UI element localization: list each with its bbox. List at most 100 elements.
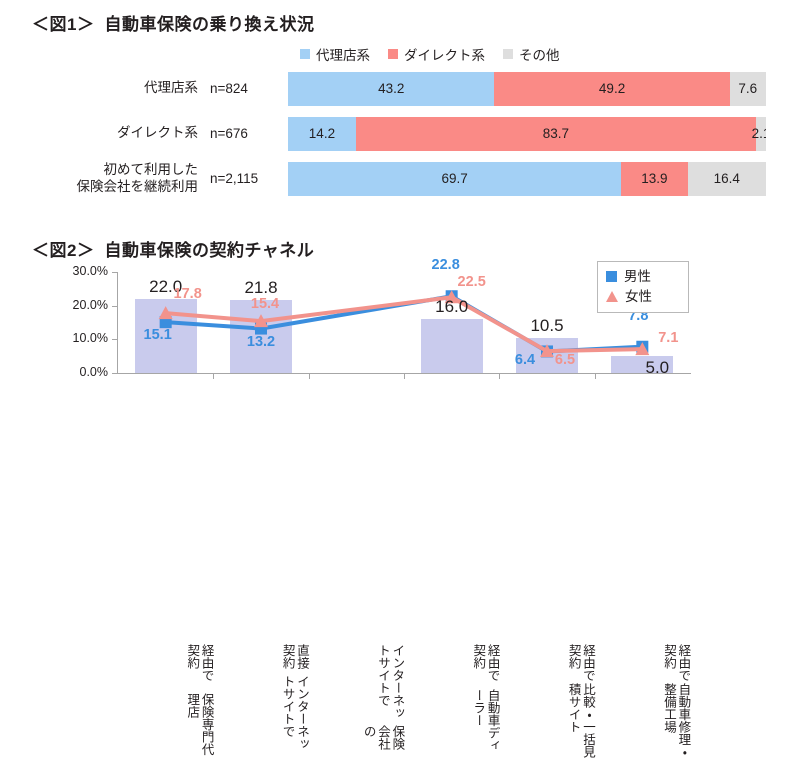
legend-item-dairitenkei: 代理店系 <box>300 44 370 64</box>
segment-value: 69.7 <box>441 171 468 186</box>
bar-segment-other: 2.1 <box>752 116 766 151</box>
x-axis-category-line: インターネットサイトで <box>375 644 405 719</box>
x-axis-tick <box>594 373 596 379</box>
figure1-tag: ＜図1＞ <box>32 15 95 34</box>
marker-triangle <box>158 306 173 320</box>
x-axis-category-label: インターネットサイトで保険会社の <box>308 644 405 762</box>
stacked-bar: 14.2 83.7 2.1 <box>288 116 766 151</box>
bar-segment-other: 16.4 <box>687 161 766 196</box>
figure2-legend: 男性 女性 <box>597 261 689 314</box>
x-axis-tick <box>499 373 501 379</box>
marker-square <box>159 316 172 329</box>
male-value-label: 15.1 <box>143 327 172 344</box>
bar-segment-direct: 83.7 <box>355 116 756 151</box>
y-axis-tick-label: 20.0% <box>72 297 108 312</box>
x-axis-category-line: 保険会社の <box>361 725 405 751</box>
x-axis-category-label: 経由で契約自動車ディーラー <box>404 644 500 762</box>
figure1-legend: 代理店系 ダイレクト系 その他 <box>300 44 560 64</box>
stacked-bar: 43.2 49.2 7.6 <box>288 71 766 106</box>
segment-value: 83.7 <box>542 126 570 141</box>
bar-value-label: 21.8 <box>244 277 278 297</box>
x-axis-category-line: 経由で契約 <box>566 644 595 682</box>
female-value-label: 17.8 <box>173 286 202 303</box>
legend-label-direct: ダイレクト系 <box>404 48 485 63</box>
x-axis-tick <box>308 373 310 379</box>
x-axis-category-line: 比較・一括見積サイト <box>566 683 595 759</box>
segment-value: 2.1 <box>751 126 766 141</box>
x-axis-category-line: 経由で契約 <box>185 644 214 682</box>
male-value-label: 22.8 <box>431 257 460 274</box>
y-axis-tick-label: 0.0% <box>79 365 109 379</box>
legend-swatch-blue <box>300 49 310 59</box>
x-axis-category-label: 経由で契約 自動車修理・整備工場 <box>594 644 690 762</box>
x-axis-category-label: 直接契約 インターネットサイトで <box>213 644 309 762</box>
row-label: 初めて利用した 保険会社を継続利用 <box>76 161 199 194</box>
row-sample-size: n=676 <box>210 126 248 141</box>
marker-triangle <box>254 314 268 328</box>
bar-value-label: 22.0 <box>149 276 183 296</box>
x-axis-category-line: 保険専門代理店 <box>185 693 214 756</box>
segment-value: 13.9 <box>641 171 668 186</box>
legend-swatch-gray <box>503 49 513 59</box>
bar-segment-dairitenkei: 14.2 <box>288 116 356 151</box>
male-value-label: 13.2 <box>246 333 276 350</box>
female-value-label: 7.1 <box>658 330 679 347</box>
x-axis-category-line: 経由で契約 <box>471 644 500 682</box>
table-row: ダイレクト系 n=676 14.2 83.7 2.1 <box>0 111 805 156</box>
figure1-title-text: 自動車保険の乗り換え状況 <box>104 15 315 34</box>
y-axis-tick <box>112 305 118 307</box>
row-sample-size: n=824 <box>210 81 248 96</box>
figure2-title-text: 自動車保険の契約チャネル <box>104 241 315 260</box>
y-axis-tick <box>112 339 118 341</box>
segment-value: 7.6 <box>738 81 758 96</box>
bar <box>230 299 292 373</box>
legend-item-direct: ダイレクト系 <box>388 44 485 64</box>
male-value-label: 6.4 <box>514 352 536 369</box>
bar-segment-direct: 13.9 <box>621 161 688 196</box>
female-value-label: 22.5 <box>457 274 486 291</box>
y-axis-tick <box>112 272 118 273</box>
marker-triangle <box>444 290 459 304</box>
legend-label-dairitenkei: 代理店系 <box>316 48 370 63</box>
female-value-label: 15.4 <box>250 296 280 313</box>
marker-triangle <box>540 344 554 358</box>
line-series-layer <box>158 290 650 358</box>
x-axis-tick <box>213 373 215 379</box>
x-axis-category-line: 経由で契約 <box>661 644 691 682</box>
bar-value-label: 10.5 <box>530 315 564 335</box>
table-row: 初めて利用した 保険会社を継続利用 n=2,115 69.7 13.9 16.4 <box>0 156 805 201</box>
legend-swatch-red <box>388 49 398 59</box>
y-axis-line <box>117 272 118 373</box>
marker-triangle <box>635 342 650 356</box>
y-axis-tick-label: 30.0% <box>72 264 108 278</box>
x-axis-category-label: 経由で契約 比較・一括見積サイト <box>499 644 595 762</box>
x-axis-category-line: 自動車修理・整備工場 <box>661 683 691 759</box>
figure2-title: ＜図2＞ 自動車保険の契約チャネル <box>32 236 314 261</box>
stacked-bar: 69.7 13.9 16.4 <box>288 161 766 196</box>
y-axis-labels: 0.0% 10.0% 20.0% 30.0% <box>0 264 805 500</box>
bar-segment-dairitenkei: 43.2 <box>288 71 495 106</box>
legend-item-other: その他 <box>503 44 560 64</box>
table-row: 代理店系 n=824 43.2 49.2 7.6 <box>0 66 805 111</box>
figure2-tag: ＜図2＞ <box>32 241 95 260</box>
segment-value: 14.2 <box>308 126 336 141</box>
female-value-label: 6.5 <box>554 352 576 369</box>
x-axis-category-line: 自動車ディーラー <box>471 689 500 752</box>
y-axis-tick <box>112 373 118 374</box>
bar-segment-direct: 49.2 <box>494 71 730 106</box>
legend-label-female: 女性 <box>625 288 652 304</box>
row-label: ダイレクト系 <box>117 125 198 141</box>
y-axis-tick-label: 10.0% <box>72 331 108 346</box>
x-axis-category-label: 経由で契約保険専門代理店 <box>118 644 214 762</box>
bar-group <box>118 272 690 373</box>
segment-value: 43.2 <box>378 81 405 96</box>
bar-value-label: 5.0 <box>645 358 670 378</box>
segment-value: 49.2 <box>598 81 626 96</box>
segment-value: 16.4 <box>713 171 740 186</box>
row-sample-size: n=2,115 <box>210 171 259 186</box>
bar-segment-dairitenkei: 69.7 <box>288 161 622 196</box>
legend-label-male: 男性 <box>624 269 651 284</box>
legend-label-other: その他 <box>519 48 560 63</box>
bar-segment-other: 7.6 <box>729 71 766 106</box>
legend-item-male: 男性 <box>606 267 680 287</box>
